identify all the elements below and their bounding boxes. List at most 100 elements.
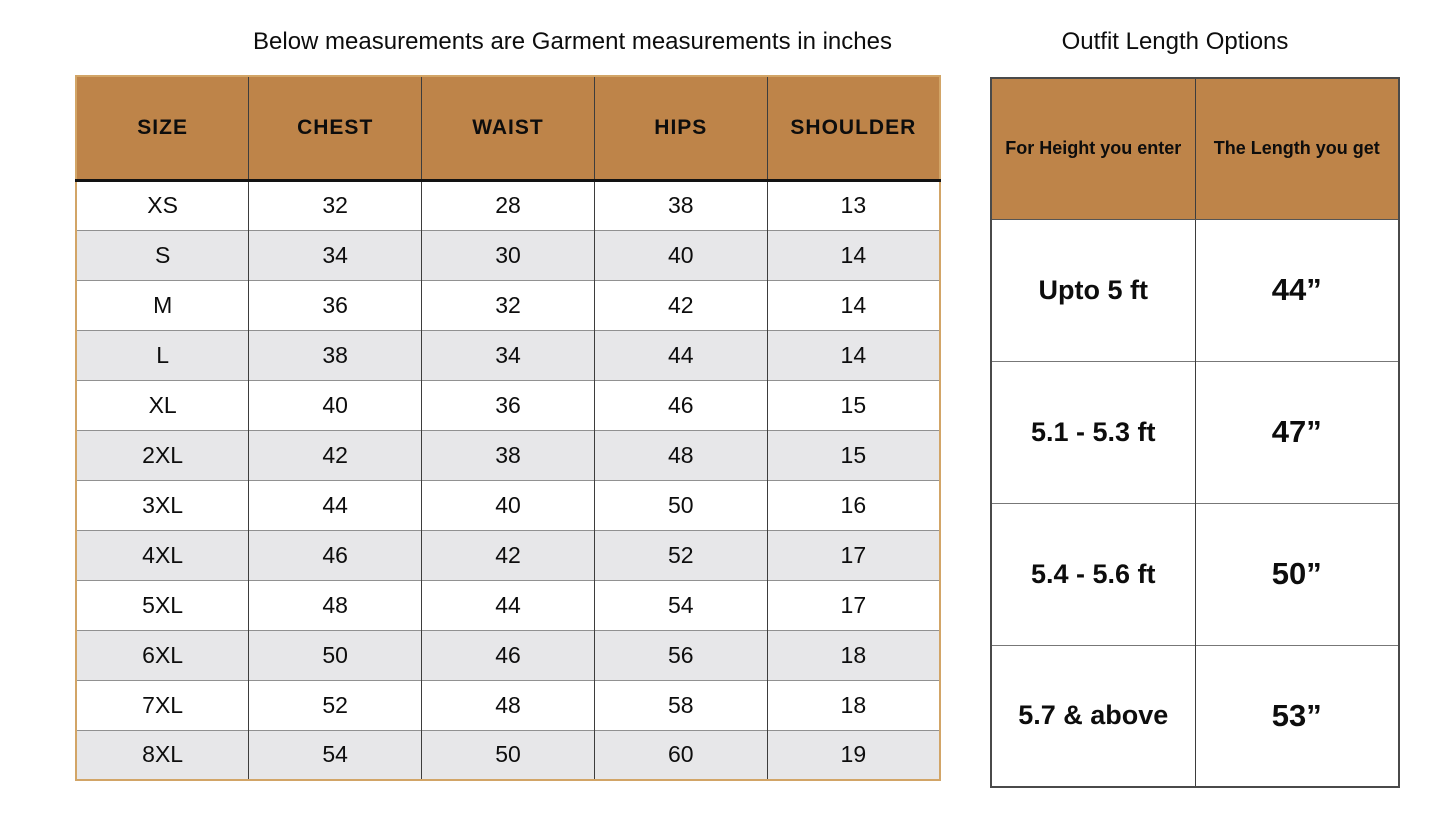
table-cell: 42	[421, 529, 595, 580]
table-cell: 50	[421, 729, 595, 780]
table-cell: 50”	[1194, 502, 1399, 645]
table-row: 5.7 & above 53”	[991, 644, 1399, 787]
table-cell: 4XL	[76, 529, 249, 580]
outfit-length-table-head: For Height you enter The Length you get	[991, 78, 1399, 220]
table-cell: 42	[248, 429, 422, 480]
table-cell: 54	[593, 579, 768, 630]
table-cell: 6XL	[76, 629, 249, 680]
table-cell: 44	[593, 329, 768, 380]
table-row: L 38 34 44 14	[76, 329, 940, 380]
garment-measurements-title: Below measurements are Garment measureme…	[253, 28, 892, 55]
table-cell: 2XL	[76, 429, 249, 480]
table-cell: 50	[248, 629, 422, 680]
table-cell: 18	[766, 679, 940, 730]
table-cell: 44”	[1194, 219, 1399, 361]
table-cell: 40	[421, 479, 595, 530]
table-cell: 56	[593, 629, 768, 680]
table-row: 5XL 48 44 54 17	[76, 579, 940, 630]
table-cell: S	[76, 229, 249, 280]
table-cell: 18	[766, 629, 940, 680]
table-cell: 36	[421, 379, 595, 430]
table-cell: 42	[593, 279, 768, 330]
table-cell: 44	[421, 579, 595, 630]
table-cell: 44	[248, 479, 422, 530]
garment-size-table-body: XS 32 28 38 13 S 34 30 40 14 M 36 32 42 14 L 38 34 44 14 XL 4…	[76, 180, 940, 780]
table-cell: 50	[593, 479, 768, 530]
table-cell: 13	[766, 180, 940, 230]
table-cell: 38	[593, 180, 768, 230]
table-cell: 14	[766, 279, 940, 330]
table-row: Upto 5 ft 44”	[991, 219, 1399, 361]
table-cell: 38	[248, 329, 422, 380]
outfit-length-title: Outfit Length Options	[1061, 28, 1289, 55]
table-cell: 5.1 - 5.3 ft	[991, 360, 1195, 503]
header-row: SIZE CHEST WAIST HIPS SHOULDER	[76, 76, 940, 182]
table-cell: 34	[421, 329, 595, 380]
table-cell: 14	[766, 229, 940, 280]
table-row: XS 32 28 38 13	[76, 180, 940, 230]
table-cell: 52	[248, 679, 422, 730]
table-cell: 8XL	[76, 729, 249, 780]
table-cell: 46	[248, 529, 422, 580]
table-cell: XS	[76, 180, 249, 230]
table-cell: 17	[766, 529, 940, 580]
column-header-shoulder: SHOULDER	[766, 76, 940, 182]
table-cell: 47”	[1194, 360, 1399, 503]
table-cell: L	[76, 329, 249, 380]
table-cell: 53”	[1194, 644, 1399, 787]
table-cell: 17	[766, 579, 940, 630]
table-cell: 15	[766, 379, 940, 430]
table-cell: 5XL	[76, 579, 249, 630]
table-row: 3XL 44 40 50 16	[76, 479, 940, 530]
table-row: XL 40 36 46 15	[76, 379, 940, 430]
table-row: 5.4 - 5.6 ft 50”	[991, 502, 1399, 645]
table-cell: 40	[248, 379, 422, 430]
table-cell: 60	[593, 729, 768, 780]
column-header-size: SIZE	[76, 76, 249, 182]
table-row: 6XL 50 46 56 18	[76, 629, 940, 680]
table-row: M 36 32 42 14	[76, 279, 940, 330]
table-row: 4XL 46 42 52 17	[76, 529, 940, 580]
table-cell: XL	[76, 379, 249, 430]
garment-size-table-head: SIZE CHEST WAIST HIPS SHOULDER	[76, 76, 940, 182]
table-cell: 5.4 - 5.6 ft	[991, 502, 1195, 645]
table-cell: 28	[421, 180, 595, 230]
table-row: 5.1 - 5.3 ft 47”	[991, 360, 1399, 503]
table-cell: 58	[593, 679, 768, 730]
table-cell: 48	[421, 679, 595, 730]
table-cell: 40	[593, 229, 768, 280]
table-cell: 48	[248, 579, 422, 630]
table-cell: 7XL	[76, 679, 249, 730]
garment-size-table: SIZE CHEST WAIST HIPS SHOULDER XS 32 28 38 1…	[75, 75, 941, 781]
table-cell: 19	[766, 729, 940, 780]
table-cell: 38	[421, 429, 595, 480]
column-header-height: For Height you enter	[991, 78, 1195, 220]
column-header-chest: CHEST	[248, 76, 422, 182]
table-cell: 36	[248, 279, 422, 330]
table-cell: 52	[593, 529, 768, 580]
table-cell: 34	[248, 229, 422, 280]
table-cell: 16	[766, 479, 940, 530]
outfit-length-table: For Height you enter The Length you get …	[990, 77, 1400, 788]
table-row: 8XL 54 50 60 19	[76, 729, 940, 780]
table-row: S 34 30 40 14	[76, 229, 940, 280]
table-cell: 14	[766, 329, 940, 380]
table-cell: 46	[593, 379, 768, 430]
table-cell: 30	[421, 229, 595, 280]
table-cell: 32	[421, 279, 595, 330]
table-row: 2XL 42 38 48 15	[76, 429, 940, 480]
table-cell: 32	[248, 180, 422, 230]
column-header-waist: WAIST	[421, 76, 595, 182]
header-row: For Height you enter The Length you get	[991, 78, 1399, 220]
table-cell: 15	[766, 429, 940, 480]
table-cell: 46	[421, 629, 595, 680]
table-cell: 3XL	[76, 479, 249, 530]
table-cell: Upto 5 ft	[991, 219, 1195, 361]
outfit-length-table-body: Upto 5 ft 44” 5.1 - 5.3 ft 47” 5.4 - 5.6 ft 5…	[991, 219, 1399, 787]
column-header-hips: HIPS	[593, 76, 768, 182]
table-cell: 54	[248, 729, 422, 780]
table-cell: 5.7 & above	[991, 644, 1195, 787]
column-header-length: The Length you get	[1194, 78, 1399, 220]
table-row: 7XL 52 48 58 18	[76, 679, 940, 730]
